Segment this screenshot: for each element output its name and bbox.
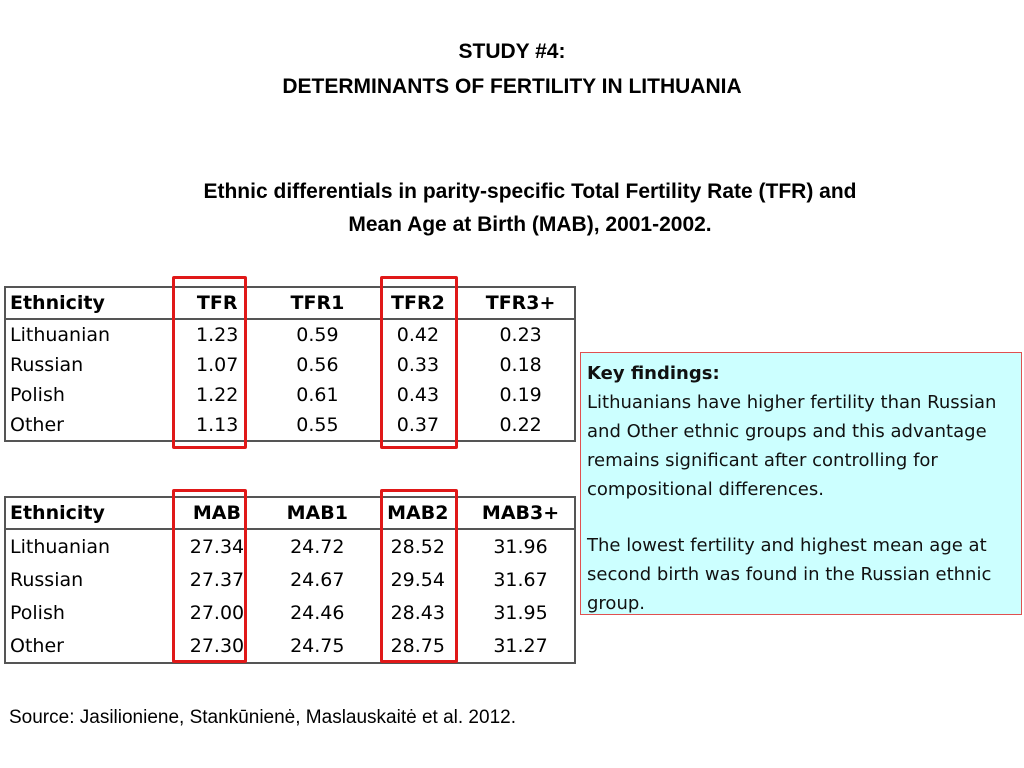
- table-row: Russian 27.37 24.67 29.54 31.67: [5, 563, 575, 596]
- table-cell: 0.33: [396, 354, 440, 376]
- key-findings-paragraph-2: The lowest fertility and highest mean ag…: [587, 535, 992, 614]
- table-row: Polish 27.00 24.46 28.43 31.95: [5, 596, 575, 629]
- table-cell: 24.67: [290, 568, 345, 591]
- table-cell: Russian: [10, 354, 84, 376]
- table-row: Other 1.13 0.55 0.37 0.22: [5, 410, 575, 441]
- slide-title-line-2: DETERMINANTS OF FERTILITY IN LITHUANIA: [282, 75, 742, 98]
- tfr-header-row: Ethnicity TFR TFR1 TFR2 TFR3+: [5, 287, 575, 320]
- table-cell: Lithuanian: [10, 535, 111, 558]
- table-cell: 28.75: [390, 634, 445, 657]
- mab2-column-highlight: [380, 489, 458, 663]
- table-cell: 31.96: [493, 535, 548, 558]
- mab-header-mab: MAB: [167, 497, 267, 530]
- mab-header-mab1: MAB1: [266, 497, 369, 530]
- table-cell: 0.37: [396, 414, 440, 436]
- slide-title-line-1: STUDY #4:: [458, 40, 566, 63]
- table-cell: 31.27: [493, 634, 548, 657]
- table-cell: 0.59: [296, 324, 339, 346]
- paragraph-spacer: [587, 504, 1015, 531]
- table-cell: 28.43: [390, 601, 445, 624]
- table-row: Polish 1.22 0.61 0.43 0.19: [5, 380, 575, 410]
- tfr-column-highlight: [172, 276, 247, 449]
- table-cell: 24.46: [290, 601, 345, 624]
- mab-table: Ethnicity MAB MAB1 MAB2 MAB3+ Lithuanian…: [4, 496, 576, 664]
- table-cell: Lithuanian: [10, 324, 111, 346]
- tfr-header-tfr2: TFR2: [368, 287, 468, 320]
- table-cell: 0.42: [396, 324, 440, 346]
- table-cell: Polish: [10, 384, 65, 406]
- tfr-header-ethnicity: Ethnicity: [5, 287, 169, 320]
- table-cell: 31.95: [493, 601, 548, 624]
- table-row: Russian 1.07 0.56 0.33 0.18: [5, 350, 575, 380]
- table-cell: 0.55: [296, 414, 339, 436]
- table-cell: 0.43: [396, 384, 440, 406]
- table-cell: 27.37: [189, 568, 245, 591]
- table-cell: 1.23: [196, 324, 239, 346]
- table-caption-line-1: Ethnic differentials in parity-specific …: [203, 180, 857, 203]
- source-citation: Source: Jasilioniene, Stankūnienė, Masla…: [9, 707, 516, 728]
- table-cell: 29.54: [390, 568, 445, 591]
- table-cell: Other: [10, 634, 64, 657]
- table-cell: 1.13: [196, 414, 239, 436]
- table-row: Lithuanian 1.23 0.59 0.42 0.23: [5, 319, 575, 350]
- tfr-header-tfr1: TFR1: [266, 287, 369, 320]
- mab-header-mab3plus: MAB3+: [467, 497, 575, 530]
- mab-column-highlight: [172, 489, 247, 663]
- table-cell: 27.00: [189, 601, 245, 624]
- table-row: Other 27.30 24.75 28.75 31.27: [5, 629, 575, 663]
- table-cell: 28.52: [390, 535, 445, 558]
- key-findings-paragraph-1: Lithuanians have higher fertility than R…: [587, 392, 997, 500]
- table-cell: 0.18: [499, 354, 542, 376]
- key-findings-box: Key findings: Lithuanians have higher fe…: [580, 352, 1022, 615]
- table-cell: 0.56: [296, 354, 339, 376]
- tfr2-column-highlight: [380, 276, 458, 449]
- tfr-header-tfr3plus: TFR3+: [467, 287, 575, 320]
- table-cell: 24.75: [290, 634, 345, 657]
- table-cell: Polish: [10, 601, 65, 624]
- table-cell: 0.19: [499, 384, 542, 406]
- table-cell: 31.67: [493, 568, 548, 591]
- table-cell: 0.22: [499, 414, 542, 436]
- table-cell: 27.34: [189, 535, 245, 558]
- tfr-header-tfr: TFR: [168, 287, 267, 320]
- table-caption-line-2: Mean Age at Birth (MAB), 2001-2002.: [348, 213, 712, 236]
- mab-header-ethnicity: Ethnicity: [5, 497, 168, 530]
- table-cell: 0.61: [296, 384, 339, 406]
- table-row: Lithuanian 27.34 24.72 28.52 31.96: [5, 529, 575, 563]
- mab-header-mab2: MAB2: [368, 497, 468, 530]
- table-cell: 24.72: [290, 535, 345, 558]
- table-cell: Other: [10, 414, 64, 436]
- mab-header-row: Ethnicity MAB MAB1 MAB2 MAB3+: [5, 497, 575, 530]
- key-findings-title: Key findings:: [587, 363, 720, 384]
- table-cell: 1.22: [196, 384, 239, 406]
- table-cell: 0.23: [499, 324, 542, 346]
- table-cell: 1.07: [196, 354, 239, 376]
- table-cell: Russian: [10, 568, 84, 591]
- table-cell: 27.30: [189, 634, 245, 657]
- tfr-table: Ethnicity TFR TFR1 TFR2 TFR3+ Lithuanian…: [4, 286, 576, 442]
